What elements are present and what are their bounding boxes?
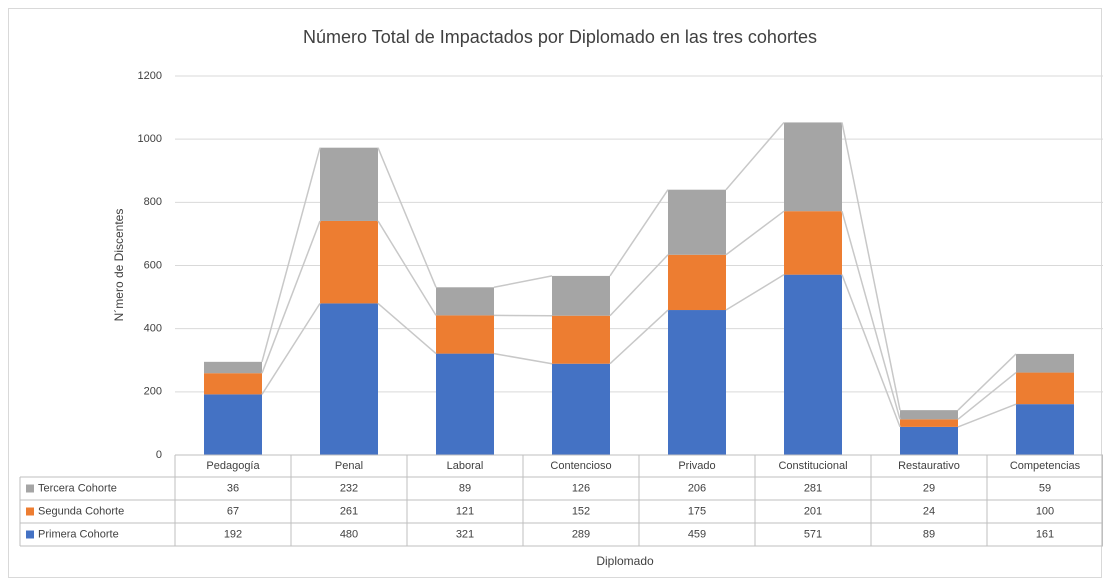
- x-axis-title: Diplomado: [596, 554, 654, 568]
- x-tick-label: Penal: [335, 460, 363, 472]
- table-value: 67: [227, 505, 239, 517]
- series-line: [261, 220, 321, 374]
- series-line: [957, 353, 1017, 411]
- y-axis-title: N´mero de Discentes: [112, 209, 126, 322]
- series-line: [377, 220, 437, 316]
- series-line: [725, 121, 785, 191]
- x-tick-label: Contencioso: [550, 460, 611, 472]
- x-tick-label: Restaurativo: [898, 460, 960, 472]
- bar-segment: [204, 394, 262, 455]
- series-line: [493, 352, 553, 365]
- y-tick-label: 600: [144, 259, 162, 271]
- bar-segment: [204, 373, 262, 395]
- legend-swatch: [26, 530, 34, 539]
- legend-label: Segunda Cohorte: [38, 505, 124, 517]
- bar-segment: [668, 254, 726, 311]
- series-line: [957, 403, 1017, 428]
- legend-label: Tercera Cohorte: [38, 482, 117, 494]
- bar-segment: [436, 353, 494, 455]
- table-value: 152: [572, 505, 590, 517]
- series-line: [493, 275, 553, 289]
- series-line: [609, 254, 669, 317]
- y-tick-label: 200: [144, 386, 162, 398]
- series-line: [261, 302, 321, 395]
- series-line: [261, 147, 321, 363]
- x-tick-label: Constitucional: [778, 460, 847, 472]
- legend-swatch: [26, 507, 34, 516]
- x-tick-label: Privado: [678, 460, 715, 472]
- table-value: 89: [459, 482, 471, 494]
- bar-segment: [320, 147, 378, 221]
- bar-segment: [900, 410, 958, 420]
- series-line: [841, 274, 901, 428]
- table-value: 24: [923, 505, 935, 517]
- x-tick-label: Competencias: [1010, 460, 1081, 472]
- bar-segment: [320, 303, 378, 455]
- series-line: [841, 122, 901, 411]
- x-tick-label: Pedagogía: [206, 460, 260, 472]
- x-tick-label: Laboral: [447, 460, 484, 472]
- bar-segment: [1016, 372, 1074, 405]
- table-value: 161: [1036, 528, 1054, 540]
- table-value: 571: [804, 528, 822, 540]
- table-value: 321: [456, 528, 474, 540]
- table-value: 36: [227, 482, 239, 494]
- table-value: 121: [456, 505, 474, 517]
- table-value: 100: [1036, 505, 1054, 517]
- series-line: [609, 189, 669, 277]
- bar-segment: [1016, 353, 1074, 373]
- chart-border: [8, 8, 1102, 578]
- bar-segment: [552, 315, 610, 364]
- chart-title: Número Total de Impactados por Diplomado…: [303, 27, 817, 47]
- table-value: 126: [572, 482, 590, 494]
- table-value: 201: [804, 505, 822, 517]
- legend-label: Primera Cohorte: [38, 528, 119, 540]
- series-line: [725, 274, 785, 311]
- series-line: [841, 210, 901, 420]
- table-value: 175: [688, 505, 706, 517]
- series-line: [377, 147, 437, 288]
- table-value: 206: [688, 482, 706, 494]
- table-value: 281: [804, 482, 822, 494]
- bar-segment: [552, 275, 610, 316]
- bar-segment: [204, 361, 262, 374]
- bar-segment: [436, 315, 494, 354]
- bar-segment: [1016, 404, 1074, 455]
- y-tick-label: 1000: [138, 133, 162, 145]
- table-value: 261: [340, 505, 358, 517]
- table-value: 59: [1039, 482, 1051, 494]
- bar-segment: [900, 419, 958, 427]
- table-value: 29: [923, 482, 935, 494]
- bar-segment: [552, 363, 610, 455]
- series-line: [609, 309, 669, 365]
- legend-swatch: [26, 484, 34, 493]
- table-value: 480: [340, 528, 358, 540]
- bar-segment: [784, 274, 842, 455]
- bar-segment: [668, 310, 726, 455]
- series-line: [957, 371, 1017, 420]
- y-tick-label: 400: [144, 323, 162, 335]
- table-value: 89: [923, 528, 935, 540]
- bar-segment: [784, 211, 842, 275]
- bar-segment: [436, 287, 494, 316]
- series-line: [725, 210, 785, 256]
- y-tick-label: 1200: [138, 70, 162, 82]
- table-value: 192: [224, 528, 242, 540]
- y-tick-label: 0: [156, 449, 162, 461]
- bar-segment: [900, 426, 958, 455]
- y-tick-label: 800: [144, 196, 162, 208]
- series-line: [377, 302, 437, 355]
- table-value: 289: [572, 528, 590, 540]
- bar-segment: [320, 220, 378, 304]
- table-value: 459: [688, 528, 706, 540]
- bar-segment: [784, 122, 842, 212]
- table-value: 232: [340, 482, 358, 494]
- bar-segment: [668, 189, 726, 255]
